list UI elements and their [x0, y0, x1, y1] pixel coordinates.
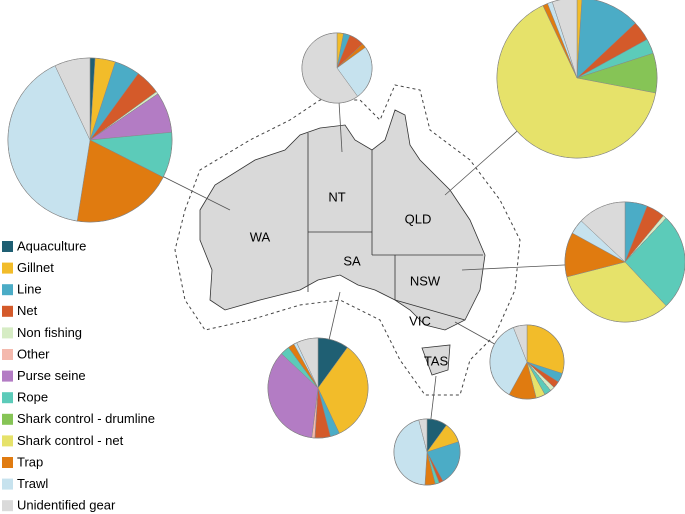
pie-slice	[580, 201, 626, 263]
pie-slice	[317, 347, 369, 434]
pie-slice	[526, 324, 565, 374]
pie-slice	[566, 261, 667, 323]
state-borders	[307, 133, 483, 321]
pie-slice	[54, 57, 91, 141]
legend-swatch	[2, 349, 13, 360]
legend-swatch	[2, 370, 13, 382]
legend-label: Net	[17, 303, 38, 318]
legend-swatch	[2, 392, 13, 404]
legend-label: Line	[17, 282, 42, 297]
pie-slice	[296, 337, 319, 389]
region-label: SA	[343, 253, 361, 268]
eez-outline	[174, 84, 521, 396]
pies	[7, 0, 685, 486]
legend-label: Unidentified gear	[17, 498, 116, 513]
legend-swatch	[2, 241, 13, 252]
pie-slice	[624, 217, 685, 307]
pie-slice	[576, 0, 636, 79]
pie-slice	[489, 327, 528, 395]
legend-swatch	[2, 457, 13, 468]
legend: Aquaculture Gillnet Line Net Non fishing Othe…	[2, 238, 155, 513]
tasmania	[421, 344, 451, 376]
region-label: NT	[328, 189, 345, 204]
pie-slice	[393, 419, 428, 486]
region-label: VIC	[409, 313, 431, 328]
pie-slice	[7, 65, 91, 222]
legend-label: Trap	[17, 454, 43, 469]
legend-swatch	[2, 435, 13, 447]
region-label: WA	[250, 229, 271, 244]
legend-label: Non fishing	[17, 325, 82, 340]
legend-label: Shark control - net	[17, 433, 124, 448]
legend-label: Shark control - drumline	[17, 411, 155, 426]
pie-slice	[267, 353, 319, 438]
pie-slice	[496, 5, 656, 159]
legend-label: Aquaculture	[17, 238, 86, 253]
legend-swatch	[2, 305, 13, 317]
legend-swatch	[2, 413, 13, 425]
pie-slice	[336, 47, 373, 97]
australia-mainland	[199, 109, 486, 331]
pie-slice	[426, 441, 461, 482]
region-label: NSW	[410, 273, 441, 288]
pie-slice	[551, 0, 578, 79]
legend-label: Other	[17, 346, 50, 361]
legend-label: Trawl	[17, 476, 48, 491]
pie-slice	[418, 418, 428, 453]
legend-label: Purse seine	[17, 368, 86, 383]
legend-swatch	[2, 284, 13, 296]
legend-label: Rope	[17, 390, 48, 405]
pie-slice	[513, 324, 528, 363]
region-label: QLD	[405, 211, 432, 226]
region-label: TAS	[424, 353, 449, 368]
pie-slice	[76, 139, 164, 223]
legend-label: Gillnet	[17, 260, 54, 275]
legend-swatch	[2, 262, 13, 274]
legend-swatch	[2, 500, 13, 512]
legend-swatch	[2, 478, 13, 490]
legend-swatch	[2, 327, 13, 339]
pie-slice	[301, 32, 358, 104]
